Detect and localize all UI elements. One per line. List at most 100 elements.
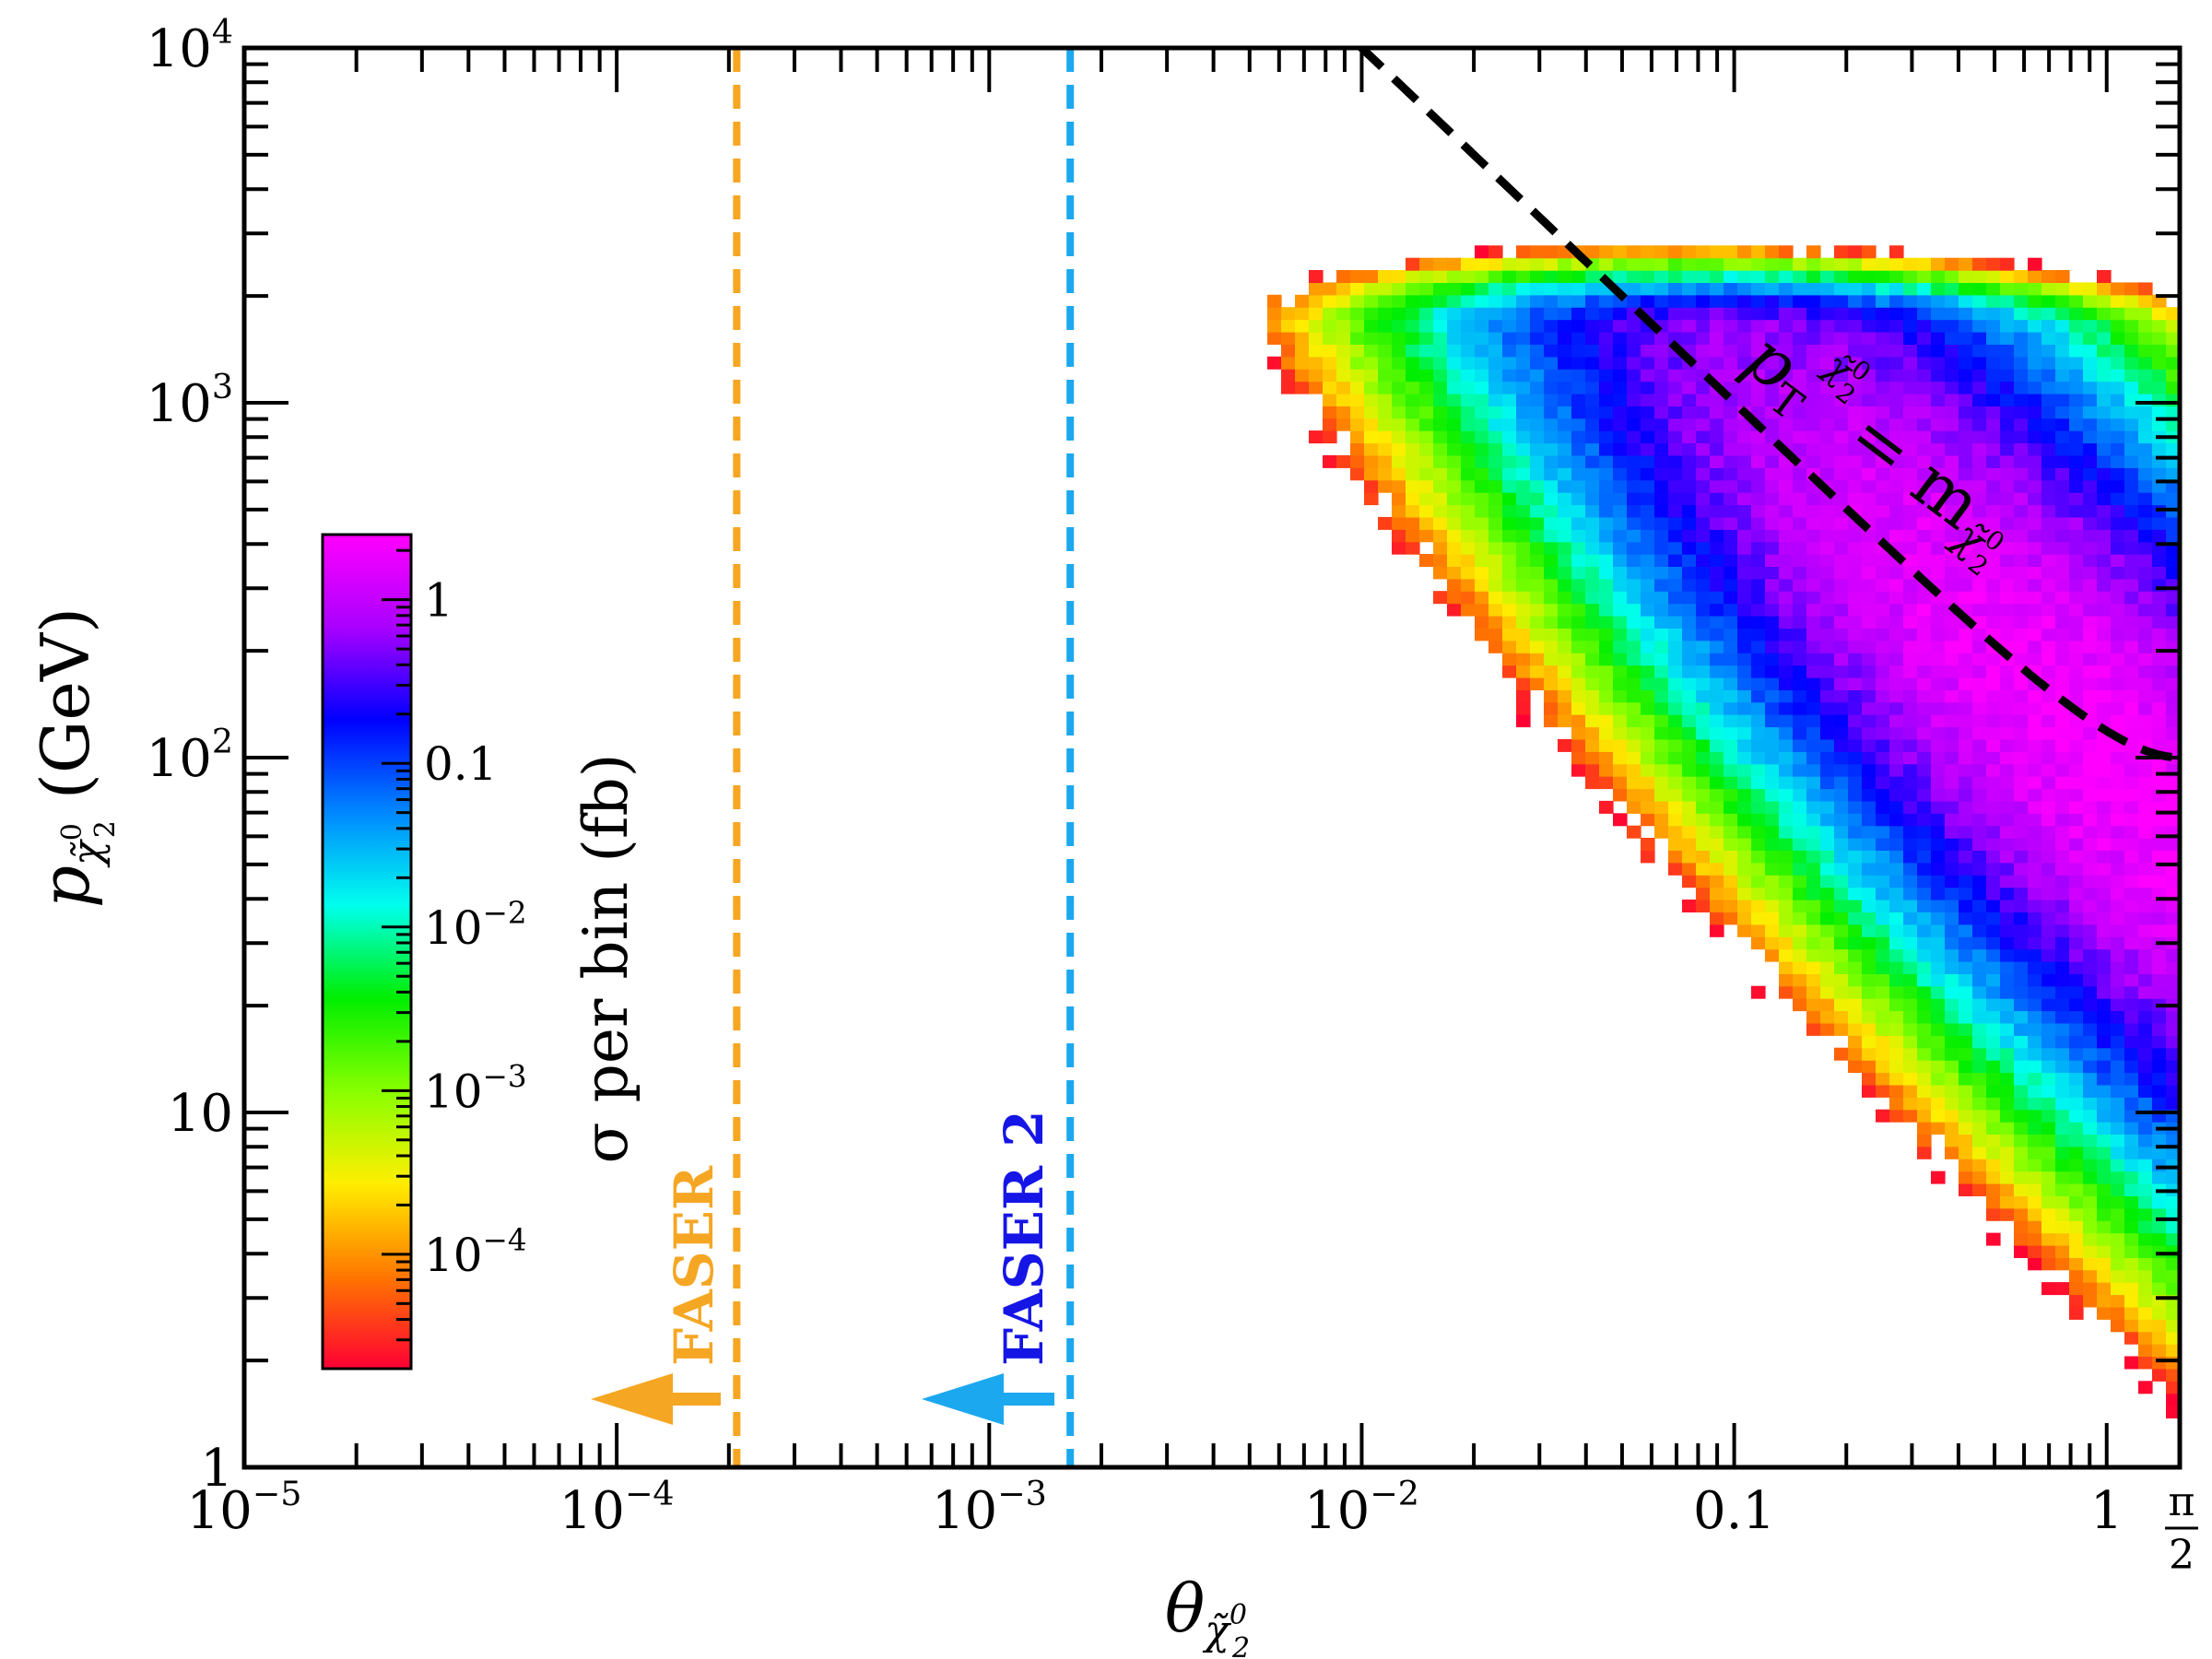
heatmap-cell <box>2152 1356 2167 1370</box>
heatmap-cell <box>1931 948 1946 962</box>
heatmap-cell <box>1820 640 1835 653</box>
heatmap-cell <box>1364 467 1379 481</box>
heatmap-cell <box>1848 578 1863 592</box>
heatmap-cell <box>1903 924 1918 937</box>
heatmap-cell <box>1876 813 1890 827</box>
heatmap-cell <box>1696 319 1711 333</box>
heatmap-cell <box>2014 763 2029 777</box>
heatmap-cell <box>1959 369 1973 382</box>
heatmap-cell <box>1378 282 1393 296</box>
heatmap-cell <box>1585 616 1600 629</box>
heatmap-cell <box>1654 270 1669 283</box>
heatmap-cell <box>1917 1060 1932 1074</box>
heatmap-cell <box>1627 454 1641 468</box>
heatmap-cell <box>1972 1072 1987 1086</box>
heatmap-cell <box>1806 381 1821 394</box>
heatmap-cell <box>2097 418 2112 431</box>
heatmap-cell <box>1724 628 1738 641</box>
heatmap-cell <box>1862 554 1877 567</box>
heatmap-cell <box>1765 516 1780 530</box>
heatmap-cell <box>1945 332 1959 345</box>
heatmap-cell <box>2138 332 2153 345</box>
heatmap-cell <box>1793 838 1807 851</box>
heatmap-cell <box>1751 356 1766 370</box>
heatmap-cell <box>1613 418 1628 431</box>
heatmap-cell <box>2111 479 2125 493</box>
heatmap-cell <box>1599 479 1614 493</box>
heatmap-cell <box>2055 1195 2070 1209</box>
heatmap-cell <box>1696 307 1711 321</box>
heatmap-cell <box>2069 1207 2084 1221</box>
heatmap-cell <box>1765 344 1780 358</box>
heatmap-cell <box>1668 307 1683 321</box>
heatmap-cell <box>2028 1183 2042 1196</box>
heatmap-cell <box>1641 838 1655 851</box>
heatmap-cell <box>2111 1010 2125 1024</box>
heatmap-cell <box>1433 319 1448 333</box>
heatmap-cell <box>2124 1207 2139 1221</box>
heatmap-cell <box>1848 763 1863 777</box>
heatmap-cell <box>2083 726 2098 740</box>
heatmap-cell <box>1737 245 1752 259</box>
heatmap-cell <box>1765 529 1780 543</box>
heatmap-cell <box>2124 603 2139 617</box>
heatmap-cell <box>1765 245 1780 259</box>
heatmap-cell <box>1820 516 1835 530</box>
heatmap-cell <box>1447 554 1462 567</box>
heatmap-cell <box>1544 282 1559 296</box>
heatmap-cell <box>1613 467 1628 481</box>
heatmap-cell <box>1613 665 1628 678</box>
heatmap-cell <box>1516 257 1531 271</box>
heatmap-cell <box>1931 504 1946 518</box>
heatmap-cell <box>1889 726 1904 740</box>
heatmap-cell <box>1862 677 1877 690</box>
heatmap-cell <box>2152 800 2167 814</box>
heatmap-cell <box>1972 838 1987 851</box>
heatmap-cell <box>2041 270 2056 283</box>
heatmap-cell <box>1820 418 1835 431</box>
heatmap-cell <box>1627 381 1641 394</box>
heatmap-cell <box>2000 973 2015 987</box>
heatmap-cell <box>2097 344 2112 358</box>
heatmap-cell <box>1903 479 1918 493</box>
heatmap-cell <box>2069 591 2084 605</box>
heatmap-cell <box>2097 653 2112 666</box>
x-tick-label: 10−5 <box>187 1474 302 1541</box>
heatmap-cell <box>1751 751 1766 765</box>
heatmap-cell <box>1931 887 1946 900</box>
heatmap-cell <box>2138 862 2153 876</box>
heatmap-cell <box>2055 566 2070 580</box>
heatmap-cell <box>1571 677 1586 690</box>
heatmap-cell <box>1627 479 1641 493</box>
heatmap-cell <box>1475 541 1489 555</box>
heatmap-cell <box>1945 369 1959 382</box>
heatmap-cell <box>1862 875 1877 888</box>
heatmap-cell <box>1488 381 1503 394</box>
heatmap-cell <box>1820 751 1835 765</box>
heatmap-cell <box>1959 924 1973 937</box>
heatmap-cell <box>1793 516 1807 530</box>
heatmap-cell <box>2097 406 2112 419</box>
heatmap-cell <box>2097 1171 2112 1184</box>
heatmap-cell <box>2083 900 2098 912</box>
heatmap-cell <box>2041 332 2056 345</box>
heatmap-cell <box>2014 332 2029 345</box>
heatmap-cell <box>1641 492 1655 506</box>
heatmap-cell <box>1820 381 1835 394</box>
heatmap-cell <box>1585 603 1600 617</box>
heatmap-cell <box>1599 541 1614 555</box>
heatmap-cell <box>1599 319 1614 333</box>
heatmap-cell <box>1834 838 1849 851</box>
heatmap-cell <box>1350 442 1365 456</box>
heatmap-cell <box>1571 381 1586 394</box>
heatmap-cell <box>1779 307 1794 321</box>
heatmap-cell <box>1834 726 1849 740</box>
heatmap-cell <box>1972 257 1987 271</box>
heatmap-cell <box>2138 381 2153 394</box>
heatmap-cell <box>2083 701 2098 715</box>
heatmap-cell <box>1724 813 1738 827</box>
heatmap-cell <box>1710 800 1724 814</box>
heatmap-cell <box>2041 973 2056 987</box>
heatmap-cell <box>1765 479 1780 493</box>
heatmap-cell <box>1848 1060 1863 1074</box>
